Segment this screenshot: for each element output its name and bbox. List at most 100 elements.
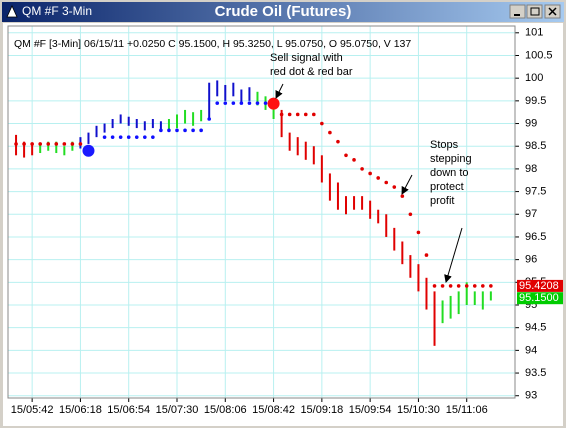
- y-tick-label: 98.5: [525, 140, 546, 152]
- stop-dot: [384, 180, 389, 185]
- stop-dot: [134, 135, 139, 139]
- stop-dot: [344, 153, 348, 158]
- y-tick-label: 100.5: [525, 49, 553, 61]
- stop-dot: [14, 142, 18, 146]
- y-tick-label: 97.5: [525, 185, 546, 197]
- stop-dot: [489, 284, 493, 288]
- window-buttons[interactable]: [509, 4, 561, 19]
- y-tick-label: 101: [525, 27, 543, 39]
- y-tick-label: 97: [525, 208, 537, 220]
- stop-dot: [239, 101, 244, 105]
- y-tick-label: 99: [525, 117, 537, 129]
- stop-dot: [126, 135, 131, 139]
- stop-dot: [62, 142, 67, 146]
- stop-dot: [263, 101, 268, 105]
- y-tick-label: 98: [525, 163, 537, 175]
- stop-dot: [231, 101, 236, 105]
- stop-dot: [22, 142, 26, 146]
- stop-dot: [167, 128, 171, 133]
- price-tag-label: 95.4208: [519, 280, 559, 292]
- price-tag: [517, 292, 563, 305]
- signal-dot: [82, 144, 95, 157]
- stop-dot: [287, 112, 292, 117]
- y-tick-label: 93.5: [525, 367, 546, 379]
- stop-dot: [255, 101, 260, 105]
- info-line: QM #F [3-Min] 06/15/11 +0.0250 C 95.1500…: [14, 38, 411, 50]
- y-tick-label: 100: [525, 72, 543, 84]
- stop-dot: [408, 212, 413, 217]
- protect-arrow: [444, 227, 463, 283]
- chart-title: Crude Oil (Futures): [215, 3, 352, 20]
- stop-dot: [143, 135, 147, 139]
- stop-dot: [352, 158, 356, 162]
- stop-dot: [320, 121, 324, 126]
- stop-dot: [392, 185, 397, 189]
- stop-dot: [464, 284, 469, 288]
- annotation: stepping: [430, 153, 472, 165]
- stop-dot: [223, 101, 228, 105]
- stops-arrow: [401, 174, 413, 195]
- annotation: red dot & red bar: [270, 66, 353, 78]
- stop-dot: [38, 142, 42, 146]
- x-tick-label: 15/09:18: [300, 404, 343, 416]
- stop-dot: [191, 128, 195, 133]
- x-tick-label: 15/10:30: [397, 404, 440, 416]
- x-tick-label: 15/06:18: [59, 404, 102, 416]
- stop-dot: [448, 284, 453, 288]
- window-title: QM #F 3-Min: [22, 4, 92, 18]
- stop-dot: [102, 135, 107, 139]
- x-tick-label: 15/08:42: [252, 404, 295, 416]
- x-tick-label: 15/05:42: [11, 404, 54, 416]
- minimize-button[interactable]: [509, 4, 526, 19]
- stop-dot: [456, 284, 461, 288]
- stop-dot: [207, 117, 211, 121]
- y-tick-label: 94.5: [525, 322, 546, 334]
- stop-dot: [183, 128, 187, 133]
- x-tick-label: 15/11:06: [446, 404, 488, 416]
- stop-dot: [416, 230, 421, 235]
- title-bar: [2, 2, 564, 22]
- annotation: protect: [430, 181, 464, 193]
- price-tag-label: 95.1500: [519, 292, 559, 304]
- stop-dot: [295, 112, 300, 117]
- stop-dot: [472, 284, 477, 288]
- stop-dot: [279, 112, 284, 117]
- stop-dot: [376, 176, 380, 180]
- stop-dot: [54, 142, 59, 146]
- app-icon: [6, 5, 18, 18]
- maximize-button[interactable]: [526, 4, 543, 19]
- stop-dot: [215, 101, 220, 105]
- stop-dot: [481, 284, 485, 288]
- annotation: down to: [430, 167, 469, 179]
- annotation: profit: [430, 195, 454, 207]
- stop-dot: [110, 135, 115, 139]
- stop-dot: [46, 142, 51, 146]
- annotation: Sell signal with: [270, 52, 343, 64]
- chart-background: [3, 23, 563, 426]
- stop-dot: [118, 135, 123, 139]
- x-tick-label: 15/07:30: [156, 404, 199, 416]
- signal-dot: [267, 97, 280, 110]
- stop-dot: [440, 284, 445, 288]
- stop-dot: [78, 142, 83, 146]
- y-tick-label: 96.5: [525, 231, 546, 243]
- y-tick-label: 93: [525, 390, 537, 402]
- close-icon: [548, 7, 557, 16]
- stop-dot: [360, 167, 364, 171]
- stop-dot: [312, 112, 316, 117]
- stop-dot: [159, 128, 163, 133]
- stop-dot: [368, 171, 372, 176]
- maximize-icon: [530, 7, 540, 16]
- stop-dot: [432, 284, 437, 288]
- stop-dot: [70, 142, 75, 146]
- y-tick-label: 96: [525, 254, 537, 266]
- y-tick-label: 94: [525, 344, 537, 356]
- x-tick-label: 15/06:54: [107, 404, 150, 416]
- stop-dot: [151, 135, 155, 139]
- stop-dot: [424, 253, 429, 257]
- stop-dot: [30, 142, 34, 146]
- grid: 9393.59494.59595.59696.59797.59898.59999…: [8, 26, 553, 416]
